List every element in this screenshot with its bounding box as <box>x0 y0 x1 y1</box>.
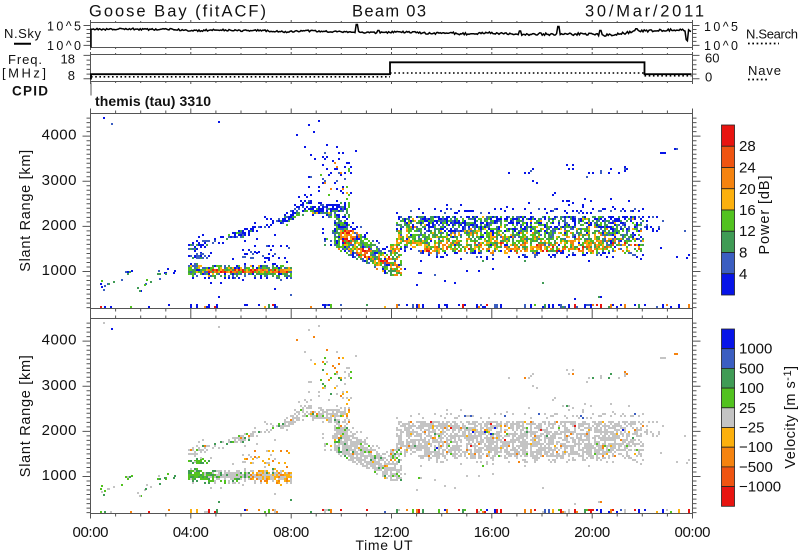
svg-text:00:00: 00:00 <box>73 524 109 541</box>
svg-text:60: 60 <box>705 51 719 66</box>
svg-text:4000: 4000 <box>42 127 77 144</box>
svg-text:−100: −100 <box>739 439 773 456</box>
svg-text:25: 25 <box>739 400 756 417</box>
svg-text:12:00: 12:00 <box>374 524 410 541</box>
svg-text:500: 500 <box>739 360 764 377</box>
svg-text:12: 12 <box>739 223 756 240</box>
svg-text:0: 0 <box>705 70 712 85</box>
svg-text:N.Sky: N.Sky <box>4 26 42 41</box>
svg-text:28: 28 <box>739 138 756 155</box>
svg-text:N.Search: N.Search <box>746 27 798 42</box>
svg-text:4000: 4000 <box>42 332 77 349</box>
svg-text:Time UT: Time UT <box>356 537 413 553</box>
svg-text:Slant Range [km]: Slant Range [km] <box>18 355 34 477</box>
svg-text:8: 8 <box>739 245 747 262</box>
svg-text:100: 100 <box>739 380 764 397</box>
svg-text:08:00: 08:00 <box>273 524 309 541</box>
svg-text:16: 16 <box>739 202 756 219</box>
svg-text:−25: −25 <box>739 420 764 437</box>
svg-text:[MHz]: [MHz] <box>2 66 46 81</box>
svg-text:2000: 2000 <box>42 422 77 439</box>
svg-text:themis (tau) 3310: themis (tau) 3310 <box>95 93 211 109</box>
svg-text:1000: 1000 <box>42 467 77 484</box>
svg-text:04:00: 04:00 <box>173 524 209 541</box>
svg-text:Power [dB]: Power [dB] <box>757 176 773 255</box>
svg-text:Velocity [m s-1]: Velocity [m s-1] <box>782 365 799 468</box>
svg-text:Beam 03: Beam 03 <box>352 3 426 21</box>
svg-text:3000: 3000 <box>42 172 77 189</box>
svg-text:8: 8 <box>68 68 75 83</box>
svg-text:18: 18 <box>61 52 75 67</box>
svg-text:1000: 1000 <box>42 262 77 279</box>
svg-text:Goose Bay (fitACF): Goose Bay (fitACF) <box>89 3 266 21</box>
svg-text:4: 4 <box>739 266 747 283</box>
svg-text:20:00: 20:00 <box>574 524 610 541</box>
svg-text:24: 24 <box>739 160 756 177</box>
svg-text:00:00: 00:00 <box>675 524 711 541</box>
svg-text:1000: 1000 <box>739 341 772 358</box>
svg-text:10^5: 10^5 <box>47 20 81 34</box>
svg-text:3000: 3000 <box>42 377 77 394</box>
svg-text:Freq.: Freq. <box>8 52 42 67</box>
svg-text:CPID: CPID <box>12 84 48 99</box>
svg-text:20: 20 <box>739 181 756 198</box>
svg-text:30/Mar/2011: 30/Mar/2011 <box>585 3 704 21</box>
svg-text:2000: 2000 <box>42 217 77 234</box>
svg-text:Nave: Nave <box>748 63 781 78</box>
svg-text:10^5: 10^5 <box>704 20 738 34</box>
svg-text:−1000: −1000 <box>739 479 781 496</box>
svg-text:−500: −500 <box>739 459 773 476</box>
svg-text:Slant Range [km]: Slant Range [km] <box>18 150 34 272</box>
svg-text:16:00: 16:00 <box>474 524 510 541</box>
